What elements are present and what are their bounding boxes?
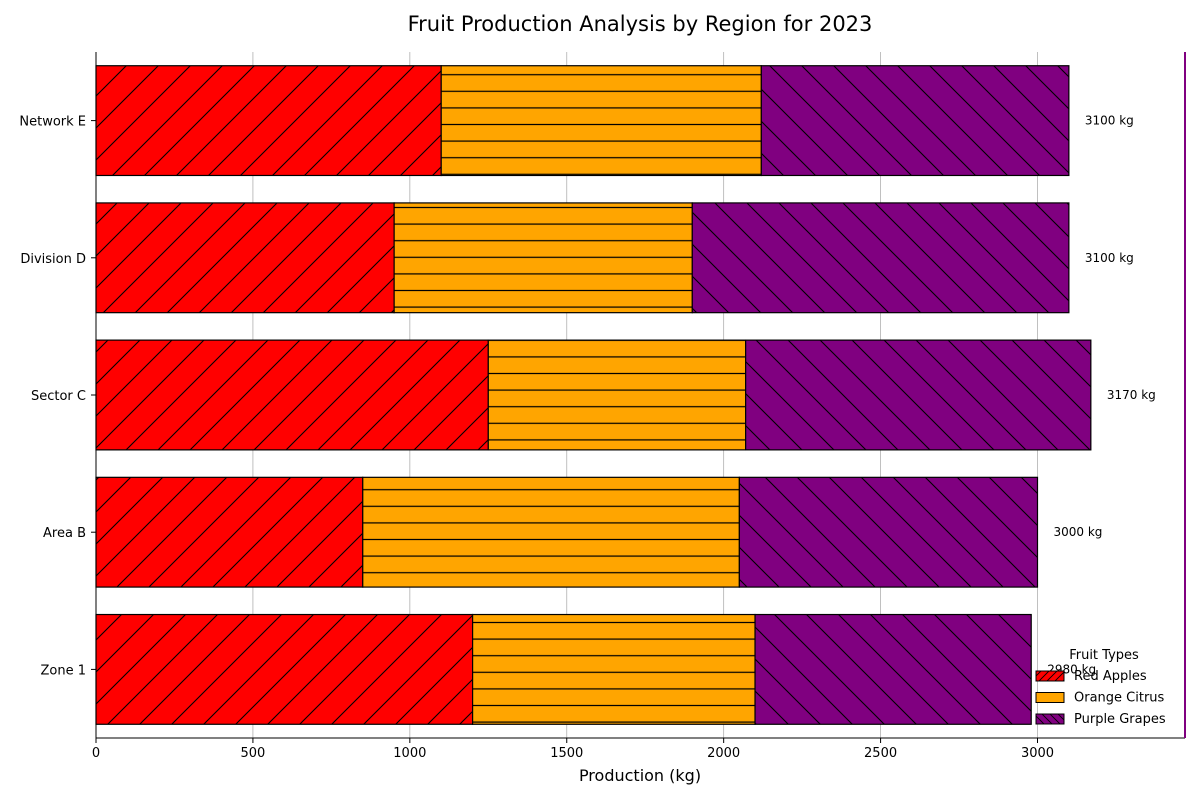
bar-red-apples	[95, 476, 364, 588]
bar-red-apples	[95, 65, 442, 177]
x-tick-label: 500	[241, 746, 266, 761]
chart-title: Fruit Production Analysis by Region for …	[408, 12, 873, 36]
total-label: 3170 kg	[1107, 388, 1156, 402]
axes-group: 0 500 1000 1500 2000 2500 3000 Zone 1 Area B Sect…	[19, 52, 1186, 761]
bar-orange-citrus	[471, 613, 756, 725]
bar-orange-citrus	[393, 202, 693, 314]
y-tick-label: Area B	[43, 526, 86, 541]
y-tick-label: Zone 1	[41, 663, 87, 678]
bar-purple-grapes	[745, 339, 1092, 451]
x-tick-label: 3000	[1021, 746, 1054, 761]
legend-label: Orange Citrus	[1074, 691, 1165, 706]
bars-group	[95, 65, 1092, 725]
bar-orange-citrus	[440, 65, 762, 177]
legend-label: Purple Grapes	[1074, 712, 1166, 727]
y-tick-label: Division D	[20, 252, 86, 267]
legend: Fruit Types Red Apples Orange Citrus Purpl…	[1035, 648, 1166, 727]
legend-swatch	[1036, 692, 1064, 703]
legend-item-orange-citrus: Orange Citrus	[1035, 691, 1165, 706]
x-tick-label: 1000	[393, 746, 426, 761]
total-label: 3000 kg	[1053, 525, 1102, 539]
legend-title: Fruit Types	[1069, 648, 1139, 663]
x-axis-label: Production (kg)	[579, 766, 701, 785]
bar-purple-grapes	[754, 613, 1032, 725]
bar-purple-grapes	[760, 65, 1070, 177]
bar-red-apples	[95, 202, 395, 314]
y-tick-label: Network E	[19, 115, 86, 130]
bar-red-apples	[95, 613, 474, 725]
legend-item-purple-grapes: Purple Grapes	[1035, 712, 1166, 727]
total-label: 3100 kg	[1085, 251, 1134, 265]
bar-purple-grapes	[738, 476, 1039, 588]
total-label: 3100 kg	[1085, 114, 1134, 128]
x-tick-label: 0	[92, 746, 100, 761]
x-tick-label: 1500	[550, 746, 583, 761]
bar-orange-citrus	[487, 339, 747, 451]
x-tick-label: 2000	[707, 746, 740, 761]
x-tick-label: 2500	[864, 746, 897, 761]
bar-orange-citrus	[362, 476, 740, 588]
legend-item-red-apples: Red Apples	[1035, 669, 1147, 684]
bar-purple-grapes	[691, 202, 1070, 314]
y-tick-label: Sector C	[31, 389, 86, 404]
bar-red-apples	[95, 339, 489, 451]
legend-label: Red Apples	[1074, 669, 1147, 684]
